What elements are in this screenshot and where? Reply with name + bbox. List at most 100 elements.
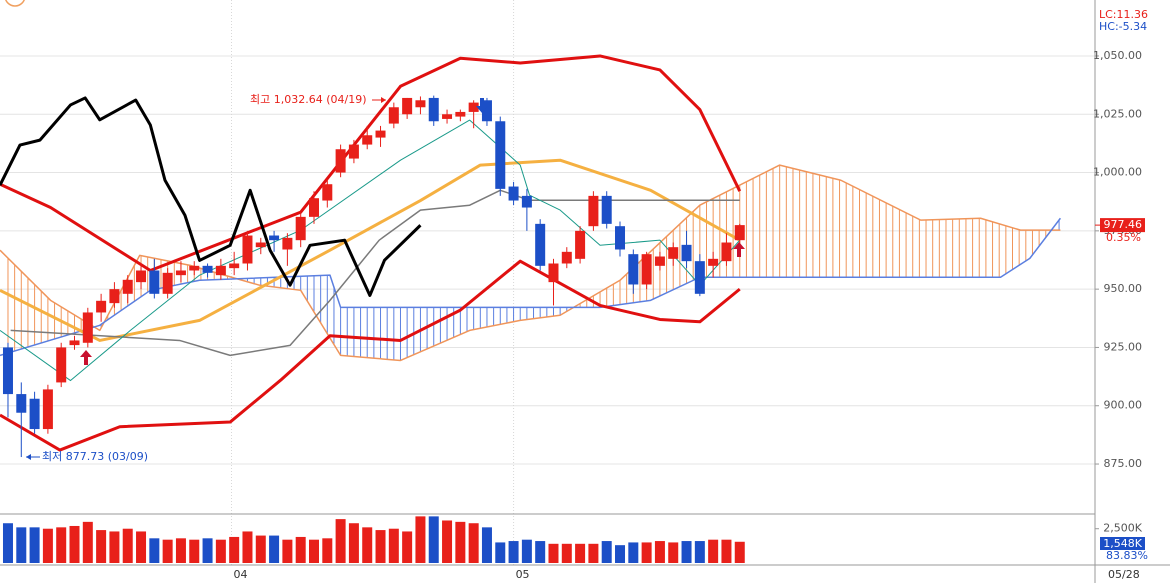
candle-body [308, 198, 319, 217]
volume-bar [375, 530, 386, 563]
candle-body [508, 186, 519, 201]
annotation-low: 최저 877.73 (03/09) [42, 450, 148, 463]
candle-body [322, 184, 333, 201]
candle-body [162, 272, 173, 294]
volume-bar [215, 539, 226, 563]
volume-last-label: 1,548K [1103, 537, 1142, 550]
volume-bar [202, 538, 213, 563]
volume-bar [175, 538, 186, 563]
candle-body [69, 340, 80, 346]
candle-body [255, 242, 266, 248]
buy-signal [80, 350, 92, 365]
volume-bar [535, 541, 546, 563]
overlay-line [0, 259, 741, 452]
candle-body [122, 279, 133, 294]
candle-body [455, 111, 466, 117]
x-end-label: 05/28 [1108, 568, 1140, 581]
info-hc: HC:-5.34 [1099, 20, 1147, 33]
volume-bar [455, 521, 466, 563]
candle-body [428, 97, 439, 122]
volume-bar [668, 542, 679, 563]
volume-bar [136, 531, 147, 563]
volume-bar [388, 528, 399, 563]
volume-bar [322, 538, 333, 563]
candle-body [16, 394, 27, 413]
volume-bar [694, 541, 705, 563]
candle-body [215, 265, 226, 276]
candle-body [136, 270, 147, 283]
volume-bar [269, 535, 280, 563]
volume-bar [521, 539, 532, 563]
volume-bar [708, 539, 719, 563]
candle-body [721, 242, 732, 262]
last-price-label: 977.46 [1104, 218, 1143, 231]
candle-body [242, 235, 253, 264]
candle-body [229, 263, 240, 269]
info-lc: LC:11.36 [1099, 8, 1148, 21]
overlay-line [0, 96, 422, 297]
volume-bar [29, 527, 40, 563]
candle-body [96, 300, 107, 313]
candle-body [694, 261, 705, 294]
candle-body [82, 312, 93, 343]
volume-bar [189, 539, 200, 563]
volume-bar [548, 543, 559, 563]
annotation-high: 최고 1,032.64 (04/19) [250, 93, 367, 106]
candle-body [175, 270, 186, 276]
y-tick-label: 1,000.00 [1093, 166, 1142, 179]
y-tick-label: 1,025.00 [1093, 107, 1142, 120]
x-tick-label: 04 [234, 568, 248, 581]
x-tick-label: 05 [516, 568, 530, 581]
volume-bar [16, 527, 27, 563]
candle-body [628, 254, 639, 285]
candle-body [42, 389, 53, 430]
candle-body [601, 195, 612, 224]
volume-bar [56, 527, 67, 563]
volume-bar [348, 523, 359, 563]
candle-body [202, 265, 213, 273]
volume-ratio-label: 83.83% [1106, 549, 1148, 562]
candle-body [149, 270, 160, 294]
volume-bar [481, 527, 492, 563]
volume-bar [615, 545, 626, 563]
candle-body [348, 144, 359, 159]
candle-body [442, 114, 453, 119]
volume-bar [229, 536, 240, 563]
volume-bar [402, 531, 413, 563]
volume-bar [122, 528, 133, 563]
candle-body [535, 223, 546, 266]
cloud-span-a [0, 164, 1061, 362]
volume-bar [109, 531, 120, 563]
volume-bar [242, 531, 253, 563]
volume-bar [628, 542, 639, 563]
candle-body [295, 216, 306, 241]
volume-bar [468, 523, 479, 563]
volume-bar [362, 527, 373, 563]
candle-body [282, 237, 293, 250]
candle-body [335, 149, 346, 173]
candle-body [588, 195, 599, 227]
volume-tick-label: 2,500K [1103, 522, 1142, 535]
candle-body [681, 244, 692, 262]
last-price-change: 0.35% [1106, 231, 1141, 244]
volume-bar [641, 542, 652, 563]
y-tick-label: 1,050.00 [1093, 49, 1142, 62]
volume-bar [162, 539, 173, 563]
y-tick-label: 875.00 [1104, 457, 1143, 470]
y-tick-label: 900.00 [1104, 399, 1143, 412]
candle-body [415, 100, 426, 108]
volume-bar [82, 521, 93, 563]
volume-bar [428, 516, 439, 563]
overlay-line [0, 54, 742, 272]
candle-body [189, 265, 200, 271]
annotation-arrow-head [381, 97, 386, 103]
volume-bar [295, 536, 306, 563]
volume-bar [415, 516, 426, 563]
sell-signal [476, 98, 488, 113]
candle-body [575, 230, 586, 259]
candle-body [362, 135, 373, 145]
candle-body [29, 398, 40, 430]
volume-bar [588, 543, 599, 563]
candle-body [548, 263, 559, 283]
